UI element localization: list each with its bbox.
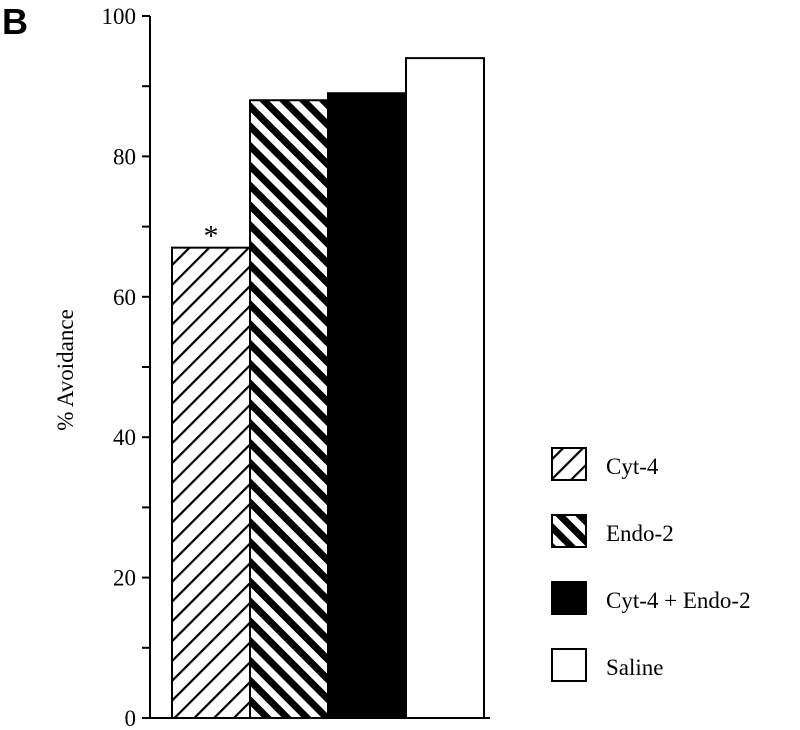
legend-label-saline: Saline bbox=[606, 655, 664, 680]
legend: Cyt-4 Endo-2 Cyt-4 + Endo-2 Saline bbox=[551, 447, 751, 682]
bar-cyt-4-endo-2 bbox=[327, 92, 407, 720]
bar-endo-2 bbox=[249, 99, 329, 720]
legend-swatch-endo-2 bbox=[551, 514, 587, 548]
y-tick-label: 20 bbox=[113, 566, 136, 591]
annotations-group: * bbox=[204, 220, 219, 253]
legend-swatch-saline bbox=[551, 648, 587, 682]
bar-saline bbox=[405, 57, 485, 720]
bar-cyt-4 bbox=[171, 246, 251, 719]
legend-label-cyt-4: Cyt-4 bbox=[606, 454, 659, 479]
y-tick-label: 60 bbox=[113, 285, 136, 310]
y-tick-label: 0 bbox=[125, 706, 137, 730]
y-tick-label: 40 bbox=[113, 425, 136, 450]
panel-letter: B bbox=[2, 1, 28, 42]
bars-group bbox=[171, 57, 485, 720]
y-axis-label: % Avoidance bbox=[53, 309, 78, 431]
significance-marker: * bbox=[204, 220, 219, 253]
y-tick-label: 80 bbox=[113, 144, 136, 169]
legend-swatch-cyt-4-endo-2 bbox=[551, 581, 587, 615]
legend-label-endo-2: Endo-2 bbox=[606, 521, 674, 546]
legend-label-cyt-4-endo-2: Cyt-4 + Endo-2 bbox=[606, 588, 751, 613]
y-tick-label: 100 bbox=[102, 4, 137, 29]
legend-swatch-cyt-4 bbox=[551, 447, 587, 481]
